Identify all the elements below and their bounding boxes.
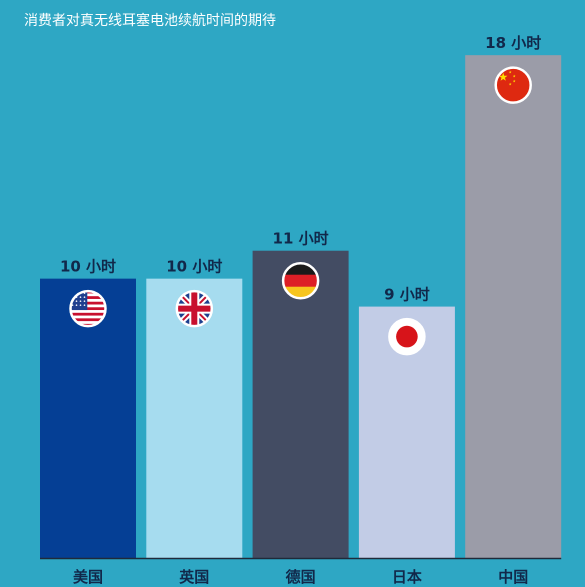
value-label-3: 9 小时 [384, 286, 430, 304]
bar-4 [465, 55, 562, 559]
value-label-2: 11 小时 [273, 230, 329, 248]
value-label-0: 10 小时 [60, 258, 116, 276]
germany-flag-icon [281, 261, 320, 300]
flags-group [69, 66, 532, 356]
bars-group [40, 55, 562, 559]
us-flag-icon [69, 289, 107, 328]
value-label-1: 10 小时 [166, 258, 222, 276]
category-label-4: 中国 [498, 568, 528, 586]
category-label-0: 美国 [73, 568, 103, 586]
category-label-3: 日本 [392, 568, 422, 586]
value-label-4: 18 小时 [485, 34, 541, 52]
category-label-1: 英国 [179, 568, 209, 586]
chart-title: 消费者对真无线耳塞电池续航时间的期待 [24, 13, 276, 29]
bar-2 [252, 250, 349, 558]
japan-flag-icon [388, 317, 426, 356]
china-flag-icon [494, 66, 532, 104]
category-label-2: 德国 [286, 568, 316, 586]
uk-flag-icon [175, 289, 214, 328]
